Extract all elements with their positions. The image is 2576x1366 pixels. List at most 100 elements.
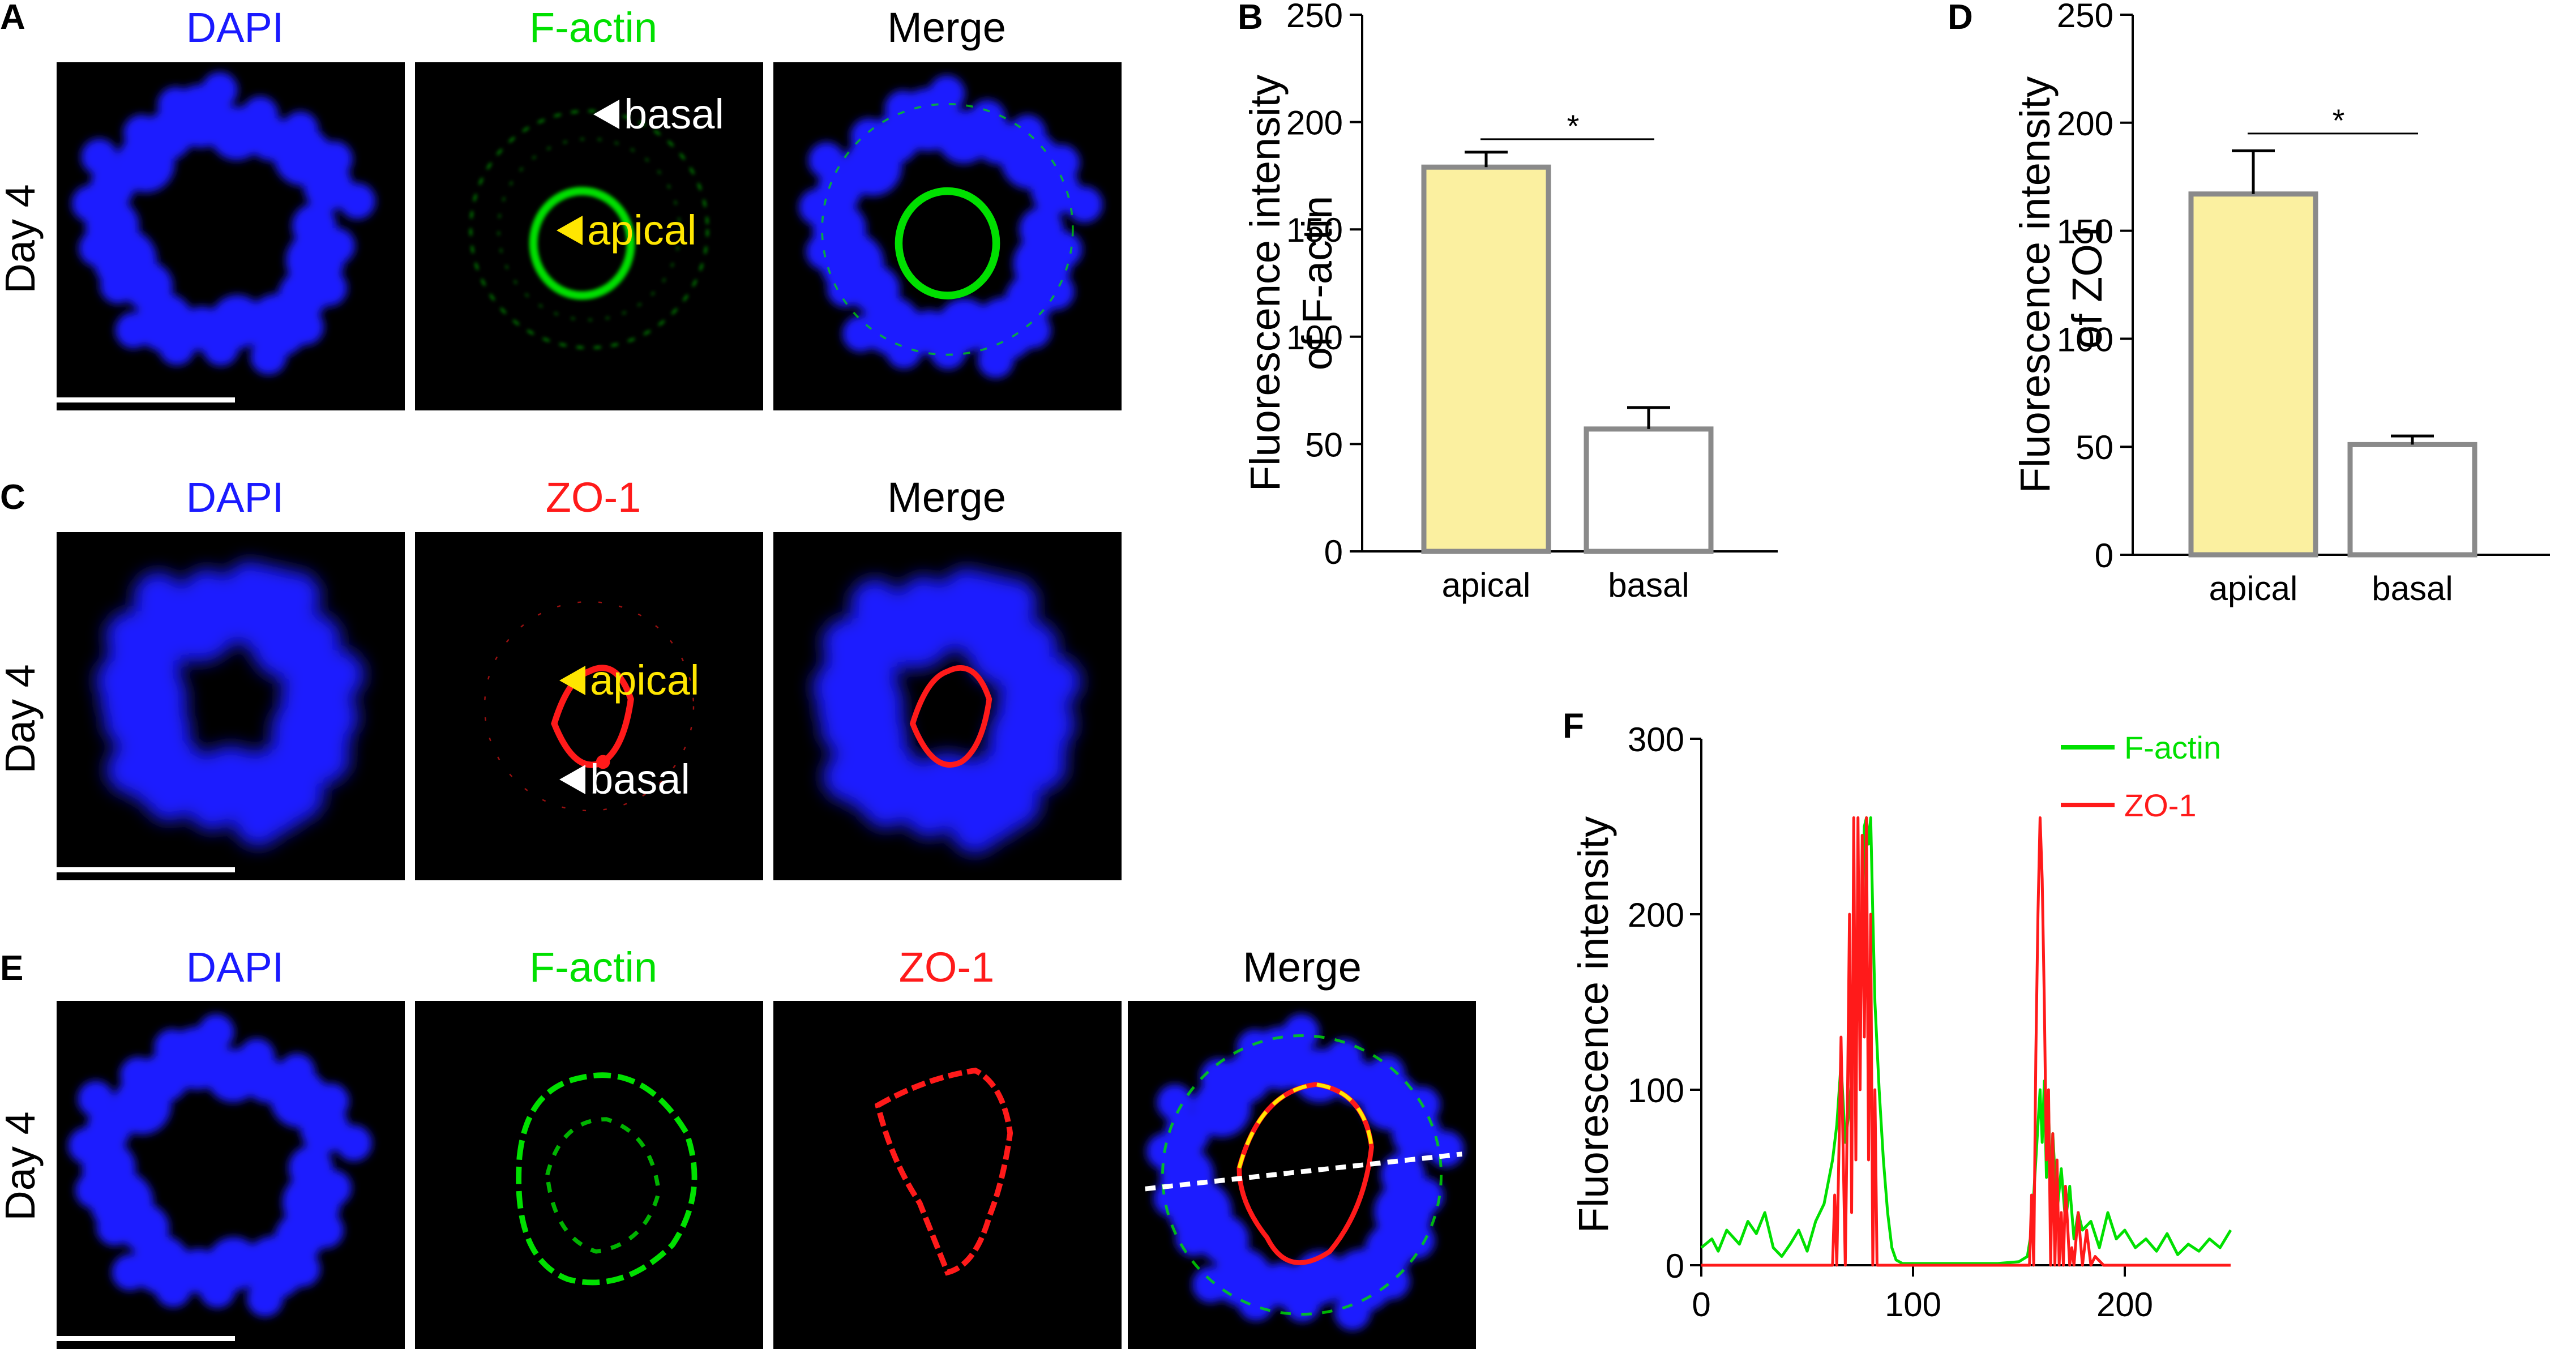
y-axis-label: Fluorescence intensity [2012,76,2059,493]
x-tick-label: apical [1442,566,1531,604]
basal-label: basal [624,91,724,138]
series-line-zo-1 [1701,816,2231,1267]
zo1-signal [874,1067,1013,1276]
nucleus [247,1281,284,1317]
nucleus [201,72,238,109]
label-e-dapi: DAPI [186,944,284,991]
nucleus [250,338,287,375]
arrow-basal: basal [559,759,690,800]
nucleus [977,342,1014,378]
significance-mark: * [2333,102,2345,138]
chart-d-zo1: 0 50 100 150 200 250 Fluorescence intensity of … [1927,0,2573,634]
x-tick-label: 0 [1692,1286,1710,1324]
row-label-a: Day 4 [0,184,44,294]
image-a-factin: basal apical [415,62,763,410]
dapi-nuclei-ring [71,72,376,375]
nucleus [808,142,845,179]
chart-b-factin: 0 50 100 150 200 250 Fluorescence intensity of … [1217,0,1783,634]
basal-arrow-icon [593,100,619,129]
image-e-factin [415,1001,763,1349]
y-tick-label: 250 [2057,0,2113,35]
label-a-merge: Merge [887,4,1006,51]
nucleus [339,183,376,220]
nucleus [1192,1266,1229,1303]
merge-signal [799,75,1103,378]
y-axis-label: Fluorescence intensity [1242,75,1289,491]
label-e-merge: Merge [1243,944,1362,991]
nucleus [198,1014,234,1051]
scale-bar [57,397,235,402]
chart-d-svg: 0 50 100 150 200 250 Fluorescence intensity of … [2012,0,2550,607]
image-c-merge [773,532,1122,880]
label-e-zo1: ZO-1 [898,944,995,991]
nucleus [1031,657,1081,707]
x-tick-label: basal [2372,569,2453,607]
x-tick-label: apical [2209,569,2298,607]
y-tick-label: 0 [1324,533,1343,571]
image-e-dapi [57,1001,405,1349]
image-a-merge [773,62,1122,410]
panel-letter-d: D [1948,0,1973,37]
nucleus [1283,1014,1320,1051]
image-a-dapi [57,62,405,410]
scale-bar [57,1336,235,1341]
apical-arrow-icon [557,216,583,245]
apical-label: apical [587,207,697,254]
y-tick-label: 200 [2057,105,2113,143]
apical-label: apical [590,657,700,704]
nucleus [112,1254,148,1291]
chart-f-line-profile: 0 100 200 300 0 100 200 Fluorescence intensity F… [1529,708,2276,1363]
y-tick-label: 150 [1286,211,1343,249]
image-c-dapi [57,532,405,880]
significance-mark: * [1567,108,1580,144]
row-label-e: Day 4 [0,1111,44,1221]
bar-apical [1421,164,1551,554]
nucleus [335,1125,372,1162]
basal-label: basal [590,756,690,803]
panel-letter-e: E [0,949,24,988]
legend-label: F-actin [2124,730,2221,765]
row-label-c: Day 4 [0,664,44,774]
arrow-apical: apical [559,660,699,701]
nucleus [1427,1131,1464,1167]
nucleus [1334,1294,1371,1330]
image-e-zo1 [773,1001,1122,1349]
x-tick-label: 200 [2096,1286,2153,1324]
bar-basal [2347,442,2477,558]
nucleus [81,139,118,175]
image-c-zo1: apical basal [415,532,763,880]
dapi-nuclei-ring [96,561,365,847]
panel-letter-c: C [0,478,25,517]
y-tick-label: 50 [1305,426,1343,464]
y-axis-label: of ZO1 [2064,221,2111,349]
y-tick-label: 50 [2076,429,2113,466]
factin-signal [516,1072,698,1286]
y-tick-label: 0 [2095,537,2113,575]
y-tick-label: 300 [1628,721,1684,759]
nucleus [78,1081,114,1117]
dapi-nuclei-ring [68,1014,372,1317]
nucleus [115,312,152,349]
panel-letter-a: A [0,0,25,37]
y-axis-label: Fluorescence intensity [1570,816,1617,1233]
merge-signal [1145,1014,1464,1330]
legend-label: ZO-1 [2124,787,2197,823]
arrow-apical: apical [557,209,696,251]
panel-letter-f: F [1563,706,1584,746]
label-c-zo1: ZO-1 [545,474,641,521]
y-tick-label: 0 [1666,1247,1684,1285]
basal-arrow-icon [559,765,585,794]
y-tick-label: 200 [1286,104,1343,142]
y-tick-label: 200 [1628,896,1684,934]
panel-letter-b: B [1238,0,1263,37]
x-tick-label: basal [1608,566,1689,604]
bar-basal [1584,426,1714,554]
nucleus [314,649,365,700]
scale-bar [57,867,235,872]
nucleus [1157,1084,1193,1121]
label-e-factin: F-actin [529,944,658,991]
arrow-basal: basal [593,93,724,135]
y-tick-label: 250 [1286,0,1343,35]
y-tick-label: 150 [2057,213,2113,251]
zo1-signal [483,601,695,812]
